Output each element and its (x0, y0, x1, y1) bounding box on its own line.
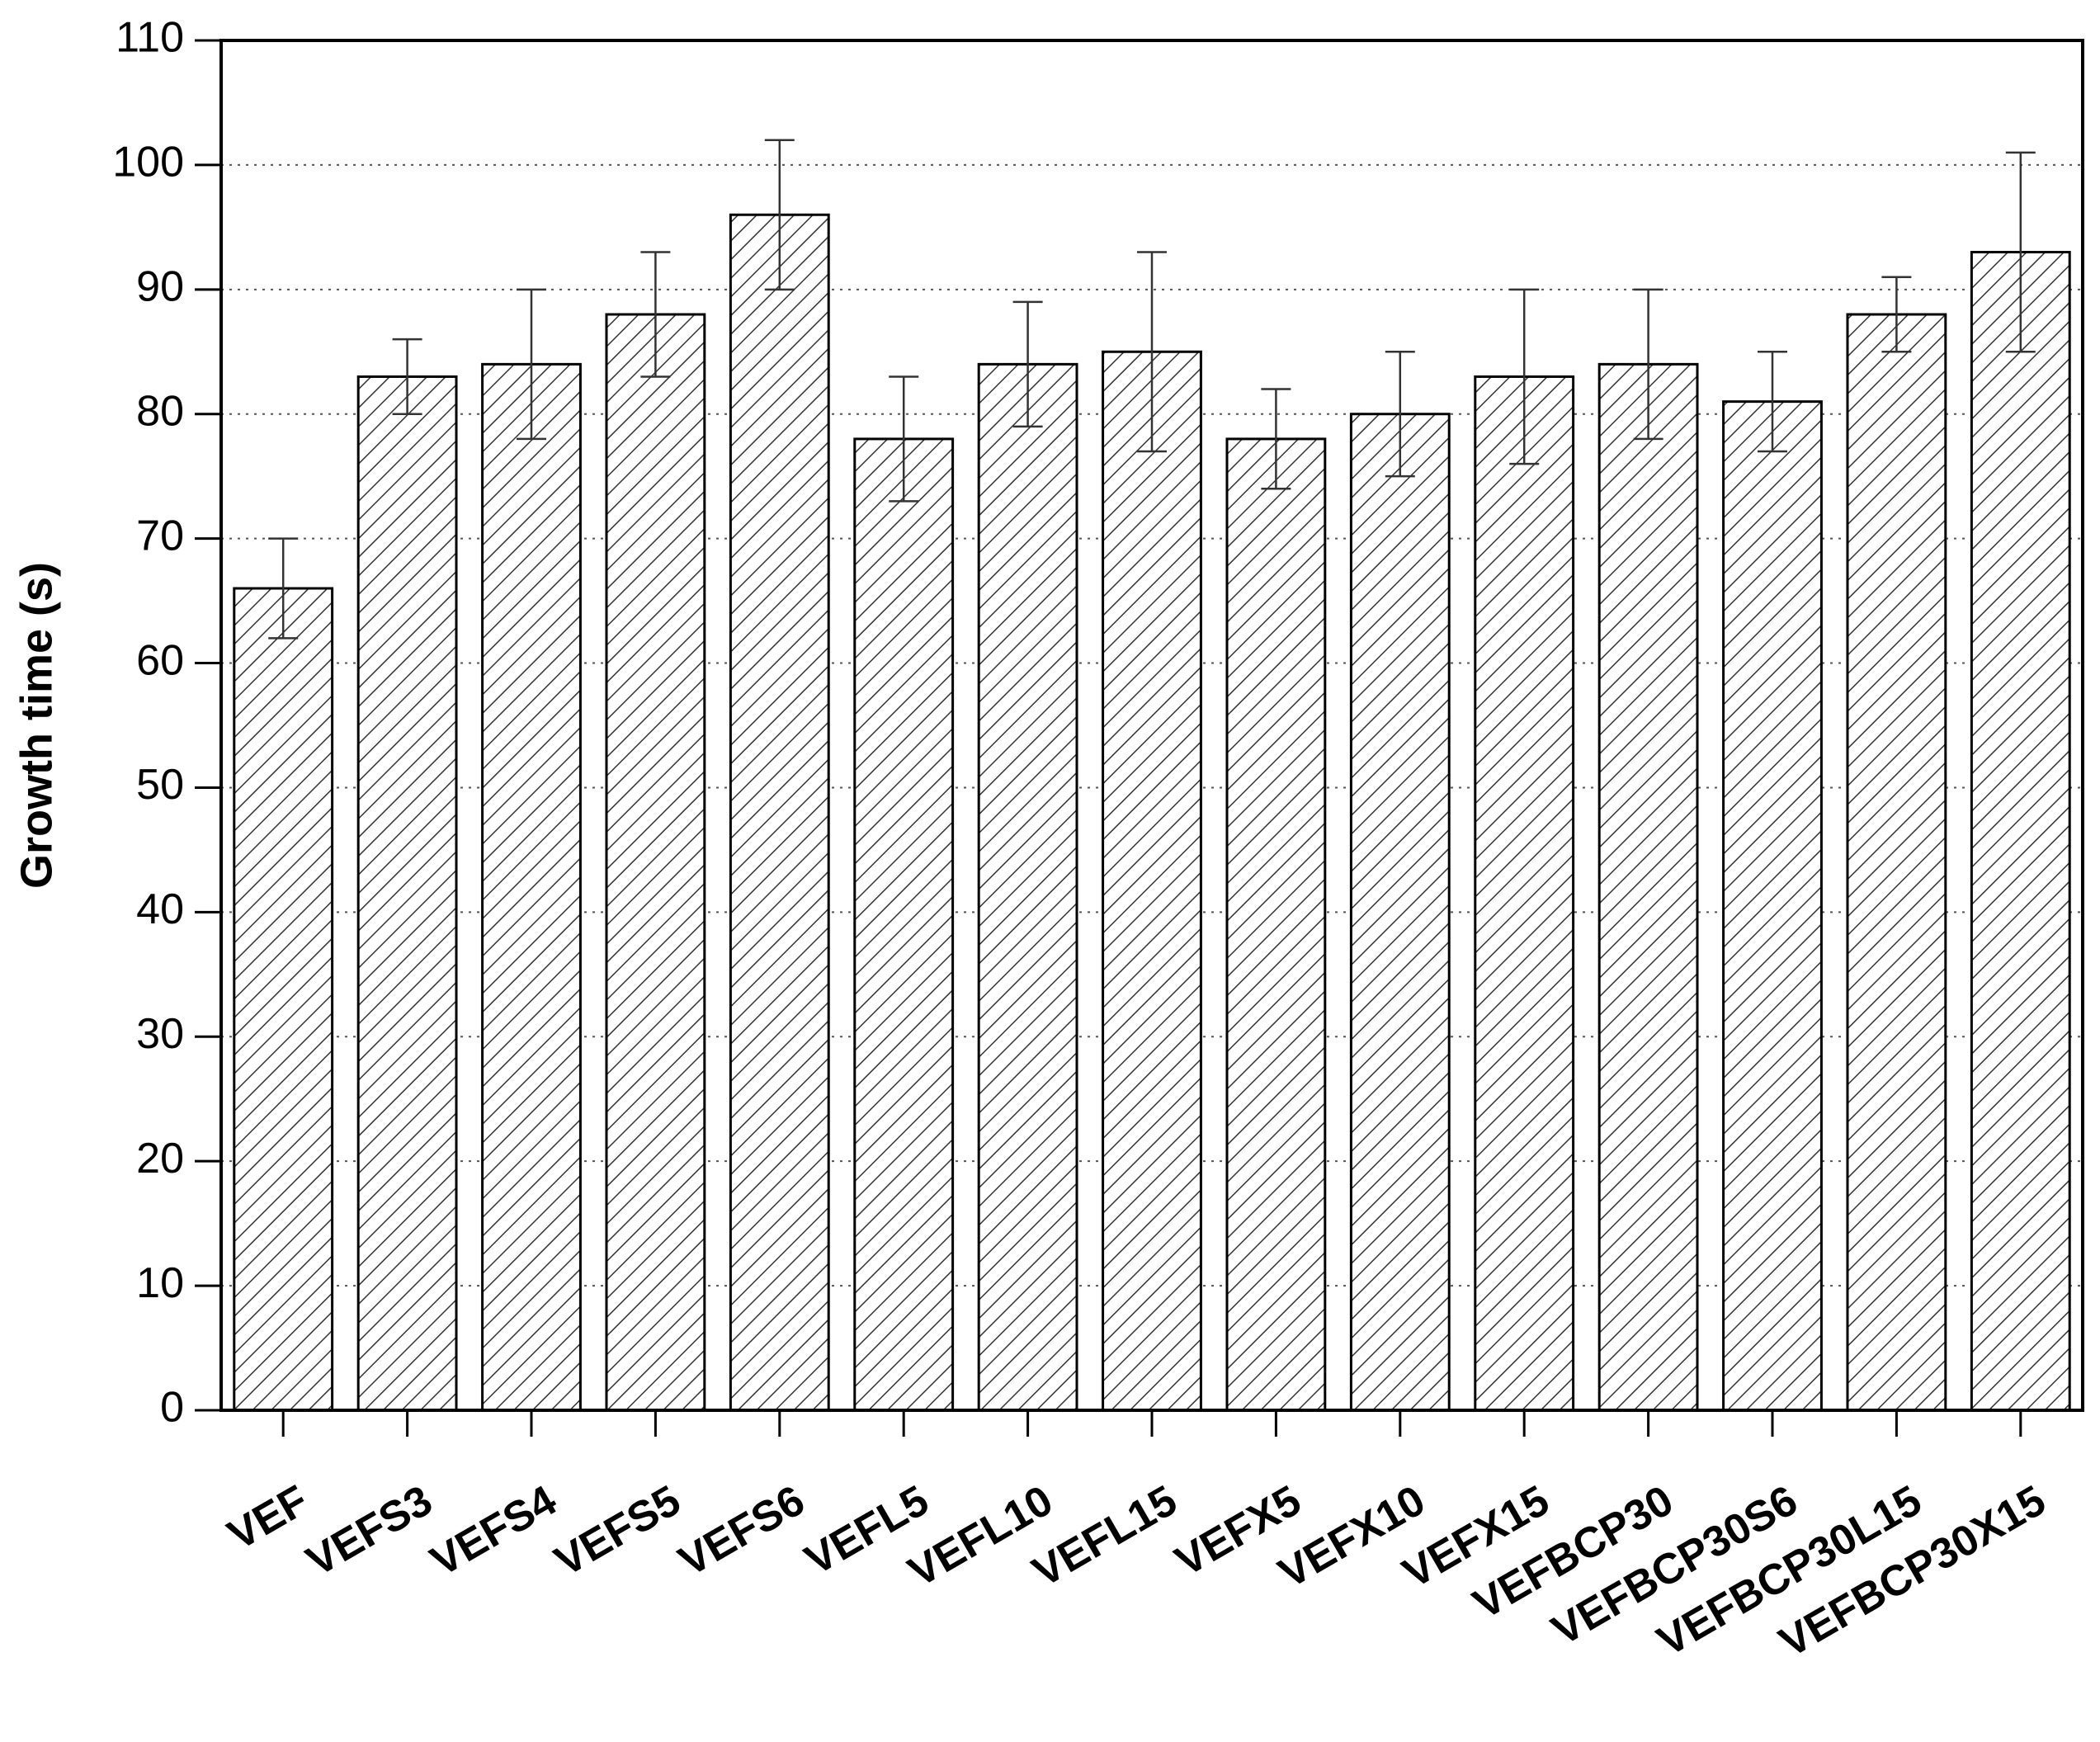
bar (1846, 313, 1947, 1412)
y-tick-label: 50 (136, 761, 184, 809)
y-tick-label: 110 (116, 14, 184, 62)
x-tick-label: VEFS6 (671, 1476, 813, 1586)
y-tick-label: 70 (136, 512, 184, 559)
bar (1474, 375, 1575, 1412)
y-tick-label: 100 (112, 139, 184, 186)
y-tick-label: 80 (136, 387, 184, 435)
x-tick-label: VEFL15 (1025, 1476, 1185, 1597)
bar (853, 437, 955, 1412)
y-tick-label: 30 (136, 1010, 184, 1058)
bar (233, 587, 334, 1412)
x-tick-label: VEFS4 (422, 1476, 564, 1586)
bar (1970, 251, 2071, 1412)
x-tick-label: VEFS5 (547, 1476, 689, 1586)
bar (1225, 437, 1327, 1412)
y-tick-label: 90 (136, 263, 184, 311)
plot-frame (219, 39, 2084, 1412)
bar (1597, 362, 1699, 1412)
bar (1102, 350, 1202, 1412)
y-axis-label: Growth time (s) (12, 562, 61, 889)
bar (1722, 400, 1823, 1412)
bar (977, 362, 1078, 1412)
bar (356, 375, 458, 1412)
bar (729, 213, 830, 1412)
y-tick-label: 20 (136, 1135, 184, 1183)
y-tick-label: 0 (160, 1384, 184, 1432)
bar (605, 313, 706, 1412)
bar (1349, 413, 1451, 1412)
bar (481, 362, 582, 1412)
y-tick-label: 60 (136, 636, 184, 684)
y-tick-label: 10 (136, 1259, 184, 1307)
x-tick-label: VEFL10 (900, 1476, 1060, 1597)
x-tick-label: VEFS3 (299, 1476, 441, 1586)
y-tick-label: 40 (136, 885, 184, 933)
